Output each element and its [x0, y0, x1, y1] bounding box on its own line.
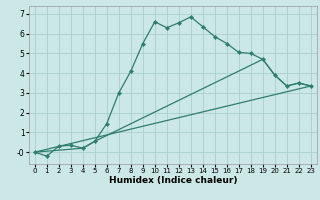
X-axis label: Humidex (Indice chaleur): Humidex (Indice chaleur): [108, 176, 237, 185]
